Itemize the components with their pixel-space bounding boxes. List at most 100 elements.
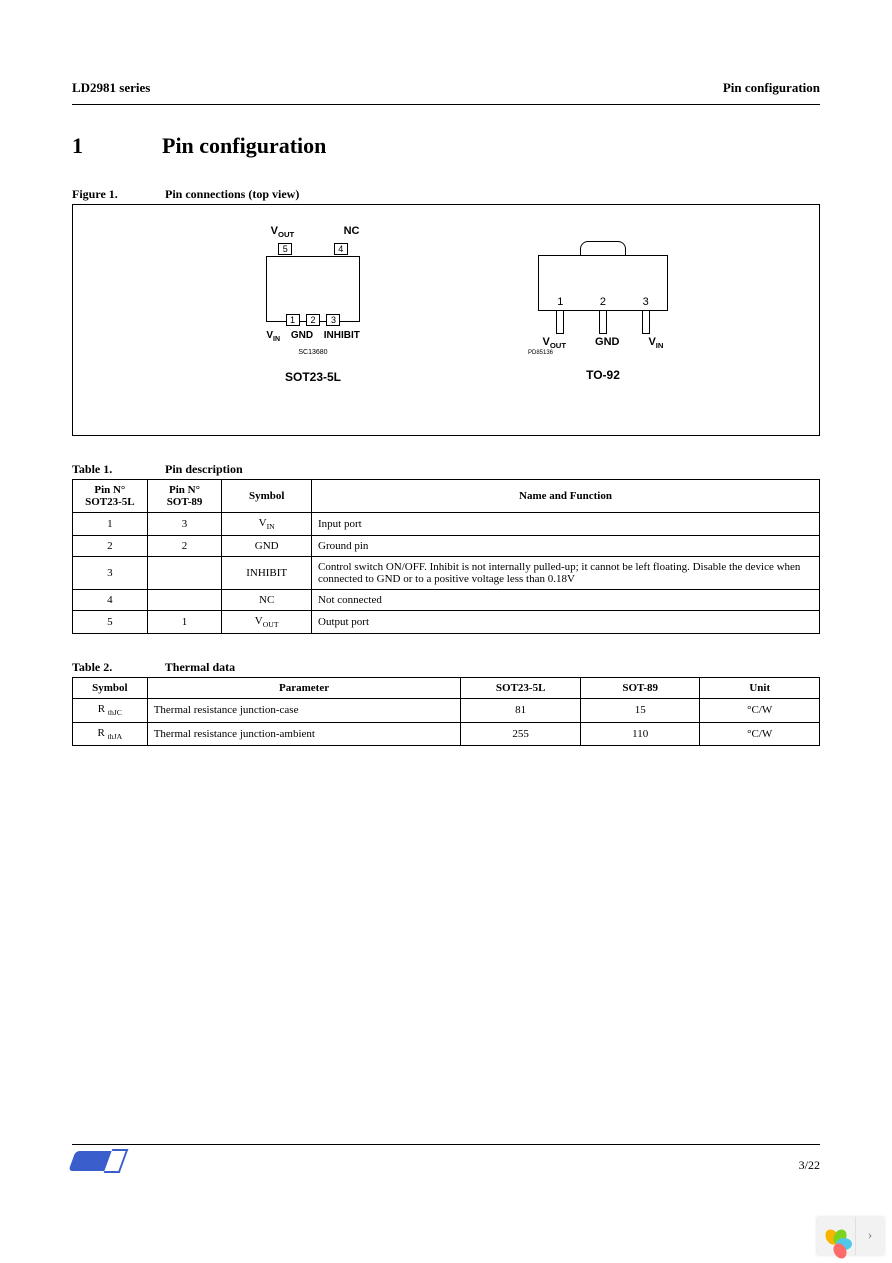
table-row: 4NCNot connected xyxy=(73,590,820,611)
cell-function: Not connected xyxy=(312,590,820,611)
table-row: R thJCThermal resistance junction-case81… xyxy=(73,699,820,722)
th2-sot23: SOT23-5L xyxy=(461,678,581,699)
cell-pin-sot89: 3 xyxy=(147,513,222,536)
th-pin-sot23: Pin N° SOT23-5L xyxy=(73,480,148,513)
th-pin-no-2: Pin N° xyxy=(169,484,200,496)
to92-vout-sub: OUT xyxy=(550,341,566,350)
th-symbol: Symbol xyxy=(222,480,312,513)
cell-pin-sot23: 3 xyxy=(73,557,148,590)
th-name-function: Name and Function xyxy=(312,480,820,513)
table-row: 51VOUTOutput port xyxy=(73,611,820,634)
cell-parameter: Thermal resistance junction-case xyxy=(147,699,461,722)
th-sot23: SOT23-5L xyxy=(85,496,135,508)
cell-function: Control switch ON/OFF. Inhibit is not in… xyxy=(312,557,820,590)
sot23-inhibit-label: INHIBIT xyxy=(319,330,365,341)
cell-symbol: GND xyxy=(222,536,312,557)
table1-text: Pin description xyxy=(165,462,243,476)
pin-description-table: Pin N° SOT23-5L Pin N° SOT-89 Symbol Nam… xyxy=(72,479,820,634)
table1-label: Table 1. xyxy=(72,462,162,477)
table2-body: R thJCThermal resistance junction-case81… xyxy=(73,699,820,745)
page-header: LD2981 series Pin configuration xyxy=(72,80,820,105)
table-header-row: Symbol Parameter SOT23-5L SOT-89 Unit xyxy=(73,678,820,699)
sot23-vin-label: V xyxy=(266,330,273,341)
th-pin-sot89: Pin N° SOT-89 xyxy=(147,480,222,513)
page-footer: 3/22 xyxy=(72,1144,820,1173)
to92-lead-2 xyxy=(599,311,607,334)
table2-text: Thermal data xyxy=(165,660,235,674)
to92-lead-3 xyxy=(642,311,650,334)
cell-function: Output port xyxy=(312,611,820,634)
cell-pin-sot23: 1 xyxy=(73,513,148,536)
cell-symbol: R thJC xyxy=(73,699,148,722)
to92-diagram: 1 2 3 VOUT GND VIN PD85136 TO-92 xyxy=(503,241,703,382)
cell-pin-sot89 xyxy=(147,557,222,590)
header-series: LD2981 series xyxy=(72,80,150,96)
to92-pin2-num: 2 xyxy=(600,296,606,308)
cell-pin-sot23: 4 xyxy=(73,590,148,611)
cell-parameter: Thermal resistance junction-ambient xyxy=(147,722,461,745)
sot23-diagram: VOUT NC 5 4 1 2 3 VIN GND INHIBIT SC1 xyxy=(203,225,423,384)
table1-wrap: Table 1. Pin description Pin N° SOT23-5L… xyxy=(72,462,820,634)
to92-vin-sub: IN xyxy=(656,341,664,350)
cell-sot89: 110 xyxy=(580,722,700,745)
to92-vout-label: V xyxy=(542,336,549,348)
flower-icon xyxy=(821,1221,851,1251)
thermal-data-table: Symbol Parameter SOT23-5L SOT-89 Unit R … xyxy=(72,677,820,745)
th2-parameter: Parameter xyxy=(147,678,461,699)
sot23-top-pins: 5 4 xyxy=(203,239,423,257)
cell-sot23: 255 xyxy=(461,722,581,745)
cell-pin-sot89: 1 xyxy=(147,611,222,634)
to92-vin-label: V xyxy=(648,336,655,348)
header-section-name: Pin configuration xyxy=(723,80,820,96)
datasheet-page: LD2981 series Pin configuration 1 Pin co… xyxy=(0,0,892,812)
page-number: 3/22 xyxy=(799,1158,820,1173)
table2-label: Table 2. xyxy=(72,660,162,675)
cell-pin-sot89 xyxy=(147,590,222,611)
cell-sot89: 15 xyxy=(580,699,700,722)
th2-symbol: Symbol xyxy=(73,678,148,699)
section-title: 1 Pin configuration xyxy=(72,133,820,159)
cell-unit: °C/W xyxy=(700,699,820,722)
sot23-bottom-labels: VIN GND INHIBIT xyxy=(203,330,423,343)
sot23-nc-label: NC xyxy=(337,225,367,237)
to92-body: 1 2 3 xyxy=(538,255,668,311)
cell-sot23: 81 xyxy=(461,699,581,722)
cell-pin-sot23: 2 xyxy=(73,536,148,557)
table1-head: Pin N° SOT23-5L Pin N° SOT-89 Symbol Nam… xyxy=(73,480,820,513)
to92-footprint-code: PD85136 xyxy=(528,350,678,356)
table-row: 3 INHIBITControl switch ON/OFF. Inhibit i… xyxy=(73,557,820,590)
figure1-text: Pin connections (top view) xyxy=(165,187,299,201)
th-pin-no-1: Pin N° xyxy=(94,484,125,496)
th2-sot89: SOT-89 xyxy=(580,678,700,699)
figure1-box: VOUT NC 5 4 1 2 3 VIN GND INHIBIT SC1 xyxy=(72,204,820,436)
figure1-caption: Figure 1. Pin connections (top view) xyxy=(72,187,820,202)
to92-tab xyxy=(580,241,626,256)
to92-lead-1 xyxy=(556,311,564,334)
table1-body: 13VINInput port22GNDGround pin3INHIBITCo… xyxy=(73,513,820,634)
cell-symbol: R thJA xyxy=(73,722,148,745)
th-sot89: SOT-89 xyxy=(167,496,203,508)
th2-unit: Unit xyxy=(700,678,820,699)
sot23-top-labels: VOUT NC xyxy=(203,225,423,239)
table1-caption: Table 1. Pin description xyxy=(72,462,820,477)
cell-symbol: VOUT xyxy=(222,611,312,634)
to92-leads xyxy=(539,311,667,334)
viewer-corner-widget: › xyxy=(817,1217,884,1255)
sot23-footprint-code: SC13680 xyxy=(203,349,423,356)
section-number: 1 xyxy=(72,133,162,159)
to92-pin-labels: VOUT GND VIN xyxy=(528,336,678,350)
cell-pin-sot23: 5 xyxy=(73,611,148,634)
chevron-right-icon: › xyxy=(868,1228,873,1244)
pin-1-box: 1 xyxy=(286,314,300,326)
pin-5-box: 5 xyxy=(278,243,292,255)
next-page-button[interactable]: › xyxy=(855,1217,884,1255)
pin-2-box: 2 xyxy=(306,314,320,326)
cell-unit: °C/W xyxy=(700,722,820,745)
cell-symbol: INHIBIT xyxy=(222,557,312,590)
table-header-row: Pin N° SOT23-5L Pin N° SOT-89 Symbol Nam… xyxy=(73,480,820,513)
table-row: 22GNDGround pin xyxy=(73,536,820,557)
table2-wrap: Table 2. Thermal data Symbol Parameter S… xyxy=(72,660,820,745)
table2-caption: Table 2. Thermal data xyxy=(72,660,820,675)
figure1-label: Figure 1. xyxy=(72,187,162,202)
table-row: R thJAThermal resistance junction-ambien… xyxy=(73,722,820,745)
